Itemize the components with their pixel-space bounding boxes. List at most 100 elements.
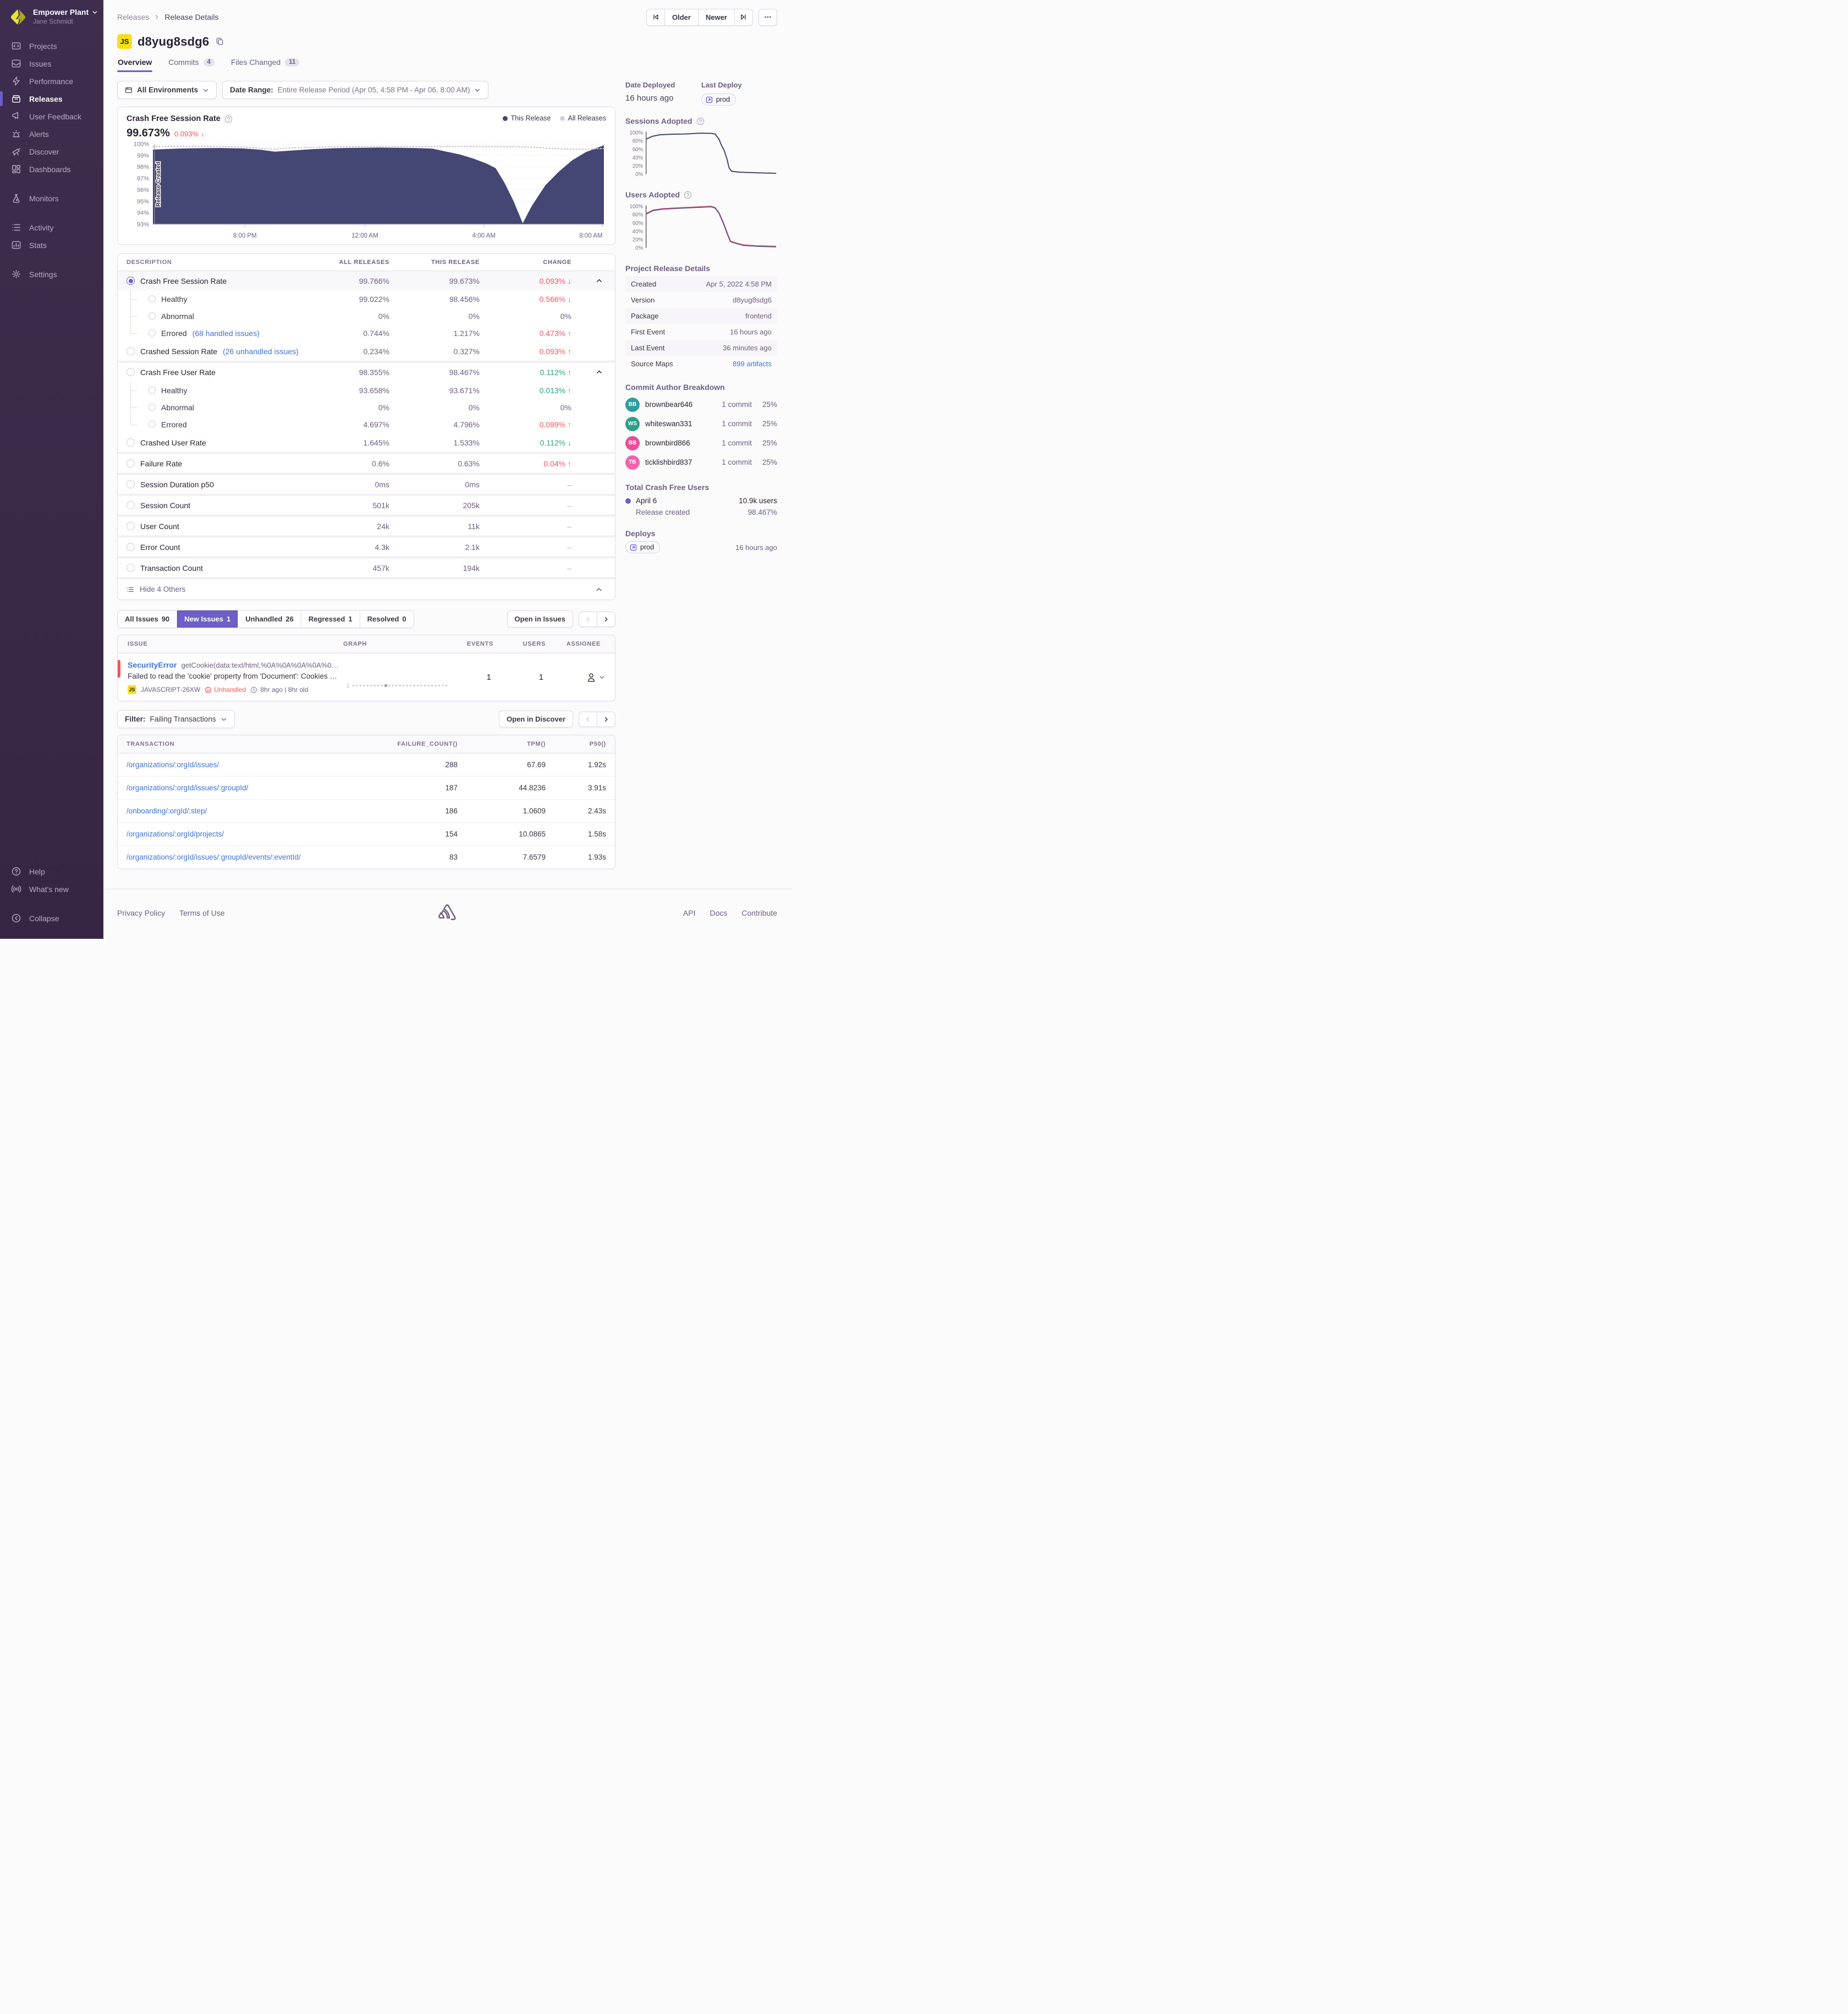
metric-row-errored[interactable]: Errored 4.697% 4.796% 0.099% ↑ (118, 416, 615, 433)
metric-row-error-count[interactable]: Error Count 4.3k 2.1k – (118, 537, 615, 557)
transaction-row[interactable]: /organizations/:orgId/issues/288 67.69 1.9… (118, 753, 615, 776)
metric-radio[interactable] (148, 387, 156, 394)
metric-row-abnormal[interactable]: Abnormal 0% 0% 0% (118, 307, 615, 324)
legend-all-releases[interactable]: All Releases (559, 114, 606, 122)
transaction-link[interactable]: /onboarding/:orgId/:step/ (127, 807, 207, 815)
sidebar-item-activity[interactable]: Activity (0, 219, 103, 235)
metric-radio[interactable] (127, 564, 135, 572)
sidebar-item-help[interactable]: Help (0, 863, 103, 879)
breadcrumb-releases[interactable]: Releases (117, 13, 150, 21)
older-button[interactable]: Older (664, 8, 698, 26)
sidebar-item-user-feedback[interactable]: User Feedback (0, 108, 103, 124)
footer-link-privacy-policy[interactable]: Privacy Policy (117, 909, 166, 917)
date-range-selector[interactable]: Date Range: Entire Release Period (Apr 0… (222, 81, 489, 99)
sidebar-item-alerts[interactable]: Alerts (0, 126, 103, 142)
deploy-env-badge[interactable]: prod (625, 541, 661, 553)
transaction-row[interactable]: /organizations/:orgId/projects/154 10.086… (118, 822, 615, 845)
transaction-link[interactable]: /organizations/:orgId/issues/:groupId/ (127, 784, 249, 792)
sidebar-item-projects[interactable]: Projects (0, 38, 103, 54)
sidebar-item-issues[interactable]: Issues (0, 56, 103, 71)
author-name[interactable]: ticklishbird837 (645, 458, 692, 466)
last-deploy-env-badge[interactable]: prod (701, 93, 736, 106)
sidebar-item-dashboards[interactable]: Dashboards (0, 161, 103, 177)
detail-value[interactable]: 899 artifacts (733, 360, 772, 368)
transaction-filter-selector[interactable]: Filter: Failing Transactions (117, 710, 235, 728)
author-name[interactable]: whiteswan331 (645, 420, 692, 428)
author-name[interactable]: brownbird866 (645, 439, 690, 447)
issues-prev-button[interactable] (579, 611, 597, 627)
help-circle-icon[interactable] (684, 191, 692, 199)
metric-row-session-duration-p50[interactable]: Session Duration p50 0ms 0ms – (118, 475, 615, 494)
environment-selector[interactable]: All Environments (117, 81, 217, 99)
metric-row-crash-free-user-rate[interactable]: Crash Free User Rate 98.355% 98.467% 0.112%… (118, 362, 615, 382)
legend-this-release[interactable]: This Release (502, 114, 551, 122)
metric-radio[interactable] (127, 459, 135, 467)
sidebar-item-settings[interactable]: Settings (0, 266, 103, 282)
metric-row-abnormal[interactable]: Abnormal 0% 0% 0% (118, 399, 615, 416)
metric-radio[interactable] (127, 347, 135, 355)
issue-row[interactable]: SecurityError getCookie(data:text/html,%… (118, 653, 615, 701)
copy-version-button[interactable] (215, 36, 225, 47)
metric-radio[interactable] (127, 522, 135, 530)
help-circle-icon[interactable] (696, 117, 705, 125)
metric-row-crashed-user-rate[interactable]: Crashed User Rate 1.645% 1.533% 0.112% ↓ (118, 433, 615, 452)
metric-radio[interactable] (148, 329, 156, 337)
metric-row-session-count[interactable]: Session Count 501k 205k – (118, 496, 615, 515)
sidebar-item-what-s-new[interactable]: What's new (0, 881, 103, 897)
org-switcher[interactable]: Empower Plant Jane Schmidt (0, 0, 103, 35)
metric-row-user-count[interactable]: User Count 24k 11k – (118, 516, 615, 536)
metric-collapse-control[interactable] (571, 368, 615, 376)
hide-others-button[interactable]: Hide 4 Others (118, 579, 615, 599)
metric-radio[interactable] (127, 438, 135, 447)
footer-link-api[interactable]: API (683, 909, 696, 917)
sidebar-item-performance[interactable]: Performance (0, 73, 103, 89)
issue-assignee-selector[interactable] (560, 672, 615, 683)
metric-radio[interactable] (127, 501, 135, 509)
tab-commits[interactable]: Commits 4 (168, 56, 215, 72)
issues-next-button[interactable] (597, 611, 615, 627)
metric-radio[interactable] (127, 543, 135, 551)
issues-tab-unhandled[interactable]: Unhandled 26 (238, 610, 301, 628)
newer-button[interactable]: Newer (697, 8, 734, 26)
transaction-link[interactable]: /organizations/:orgId/issues/ (127, 761, 219, 769)
metric-radio[interactable] (127, 480, 135, 488)
metric-row-crashed-session-rate[interactable]: Crashed Session Rate (26 unhandled issues… (118, 342, 615, 361)
sidebar-item-stats[interactable]: Stats (0, 237, 103, 253)
footer-link-docs[interactable]: Docs (710, 909, 728, 917)
metric-row-crash-free-session-rate[interactable]: Crash Free Session Rate 99.766% 99.673% 0.0… (118, 271, 615, 290)
transactions-next-button[interactable] (597, 711, 615, 727)
issue-title-link[interactable]: SecurityError (128, 661, 177, 669)
metric-radio[interactable] (148, 312, 156, 320)
issues-tab-all-issues[interactable]: All Issues 90 (118, 610, 177, 628)
issues-tab-regressed[interactable]: Regressed 1 (300, 610, 360, 628)
metric-issues-link[interactable]: (26 unhandled issues) (223, 346, 299, 356)
transaction-row[interactable]: /onboarding/:orgId/:step/186 1.0609 2.43s (118, 799, 615, 822)
transactions-prev-button[interactable] (579, 711, 597, 727)
sidebar-item-monitors[interactable]: Monitors (0, 190, 103, 206)
footer-link-contribute[interactable]: Contribute (741, 909, 777, 917)
metric-radio[interactable] (148, 404, 156, 411)
metric-row-errored[interactable]: Errored (68 handled issues) 0.744% 1.217% 0.… (118, 324, 615, 342)
open-in-discover-button[interactable]: Open in Discover (499, 711, 573, 728)
sidebar-item-discover[interactable]: Discover (0, 144, 103, 159)
transaction-link[interactable]: /organizations/:orgId/projects/ (127, 830, 224, 838)
author-name[interactable]: brownbear646 (645, 400, 693, 409)
metric-collapse-control[interactable] (571, 277, 615, 284)
open-in-issues-button[interactable]: Open in Issues (507, 610, 573, 628)
metric-row-healthy[interactable]: Healthy 99.022% 98.456% 0.566% ↓ (118, 290, 615, 307)
sidebar-item-collapse[interactable]: Collapse (0, 910, 103, 926)
metric-radio[interactable] (148, 421, 156, 428)
help-circle-icon[interactable] (224, 115, 233, 123)
metric-issues-link[interactable]: (68 handled issues) (192, 328, 260, 338)
crash-free-session-rate-chart[interactable]: 100% 99% 98% 97% 96% 95% 94% 93% 8:00 PM 12:00 AM… (127, 140, 607, 242)
issues-tab-new-issues[interactable]: New Issues 1 (177, 610, 238, 628)
tab-overview[interactable]: Overview (117, 56, 153, 72)
metric-radio[interactable] (127, 368, 135, 376)
tab-files-changed[interactable]: Files Changed 11 (230, 56, 300, 72)
issues-tab-resolved[interactable]: Resolved 0 (359, 610, 414, 628)
sidebar-item-releases[interactable]: Releases (0, 91, 103, 107)
metric-radio[interactable] (148, 295, 156, 302)
more-actions-button[interactable] (758, 8, 777, 26)
transaction-row[interactable]: /organizations/:orgId/issues/:groupId/18… (118, 776, 615, 799)
first-release-button[interactable] (646, 8, 664, 26)
